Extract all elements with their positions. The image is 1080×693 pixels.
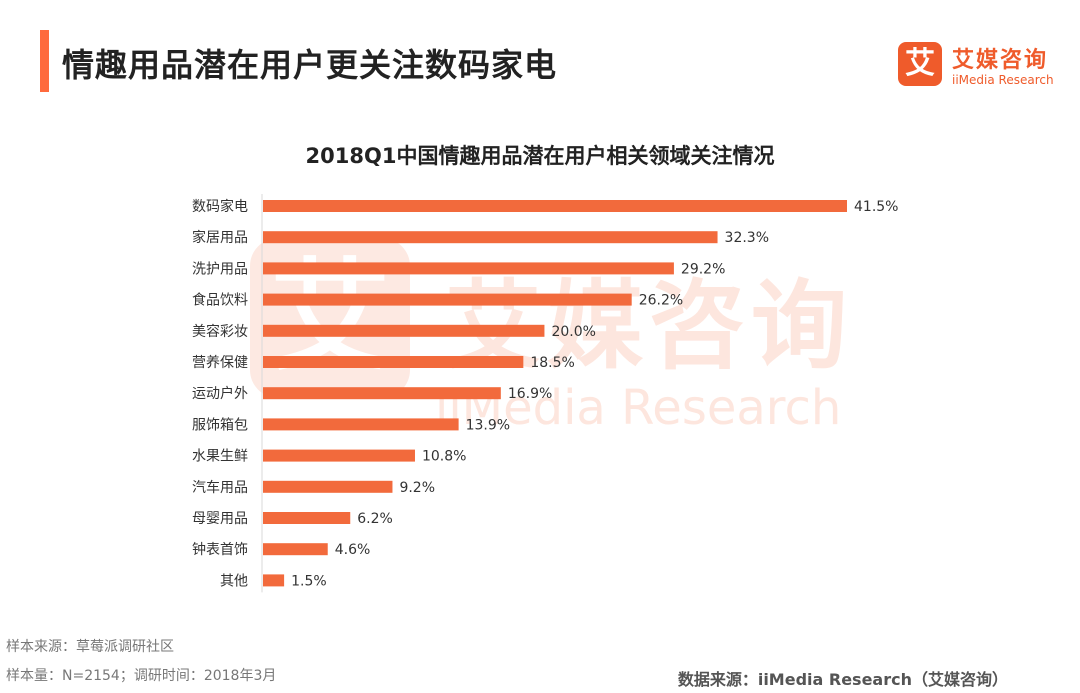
category-label: 母婴用品 xyxy=(192,511,248,527)
sample-size-note: 样本量：N=2154；调研时间：2018年3月 xyxy=(6,668,277,684)
bar xyxy=(263,356,524,368)
bar xyxy=(263,543,328,556)
logo-mark-icon: 艾 xyxy=(898,42,942,86)
category-label: 美容彩妆 xyxy=(192,323,248,340)
category-label: 数码家电 xyxy=(192,198,248,215)
value-label: 6.2% xyxy=(357,511,393,527)
bar xyxy=(263,324,545,337)
bar xyxy=(263,293,632,306)
category-label: 家居用品 xyxy=(192,229,248,246)
value-label: 13.9% xyxy=(466,417,510,433)
logo-english-name: iiMedia Research xyxy=(952,73,1054,87)
category-label: 其他 xyxy=(220,573,248,589)
sample-source-note: 样本来源：草莓派调研社区 xyxy=(6,639,174,655)
page-title: 情趣用品潜在用户更关注数码家电 xyxy=(62,46,558,84)
title-accent-bar xyxy=(40,30,49,92)
bar xyxy=(263,200,847,212)
bar xyxy=(263,262,674,275)
value-label: 26.2% xyxy=(639,293,683,309)
category-label: 钟表首饰 xyxy=(192,541,248,558)
value-label: 10.8% xyxy=(422,449,466,465)
bar xyxy=(263,231,718,244)
chart-title: 2018Q1中国情趣用品潜在用户相关领域关注情况 xyxy=(305,144,775,168)
category-label: 汽车用品 xyxy=(192,479,248,496)
value-label: 9.2% xyxy=(399,480,435,496)
bar xyxy=(263,512,351,524)
logo-chinese-name: 艾媒咨询 xyxy=(952,48,1049,73)
bar xyxy=(263,387,501,400)
value-label: 20.0% xyxy=(551,324,595,340)
category-label: 营养保健 xyxy=(192,355,248,371)
value-label: 29.2% xyxy=(681,261,725,277)
bar xyxy=(263,418,459,431)
data-source-note: 数据来源：iiMedia Research（艾媒咨询） xyxy=(677,670,1008,689)
category-label: 运动户外 xyxy=(192,385,248,402)
value-label: 18.5% xyxy=(530,355,574,371)
bar xyxy=(263,480,393,493)
category-label: 洗护用品 xyxy=(192,261,248,277)
category-label: 水果生鲜 xyxy=(192,449,248,465)
value-label: 16.9% xyxy=(508,386,552,402)
brand-logo: 艾 艾媒咨询 iiMedia Research xyxy=(872,40,1072,94)
value-label: 4.6% xyxy=(335,542,371,558)
value-label: 1.5% xyxy=(291,573,327,589)
bar xyxy=(263,449,415,462)
value-label: 41.5% xyxy=(854,199,898,215)
value-label: 32.3% xyxy=(725,230,769,246)
category-label: 食品饮料 xyxy=(192,292,248,309)
category-label: 服饰箱包 xyxy=(192,417,248,433)
bar xyxy=(263,574,285,587)
